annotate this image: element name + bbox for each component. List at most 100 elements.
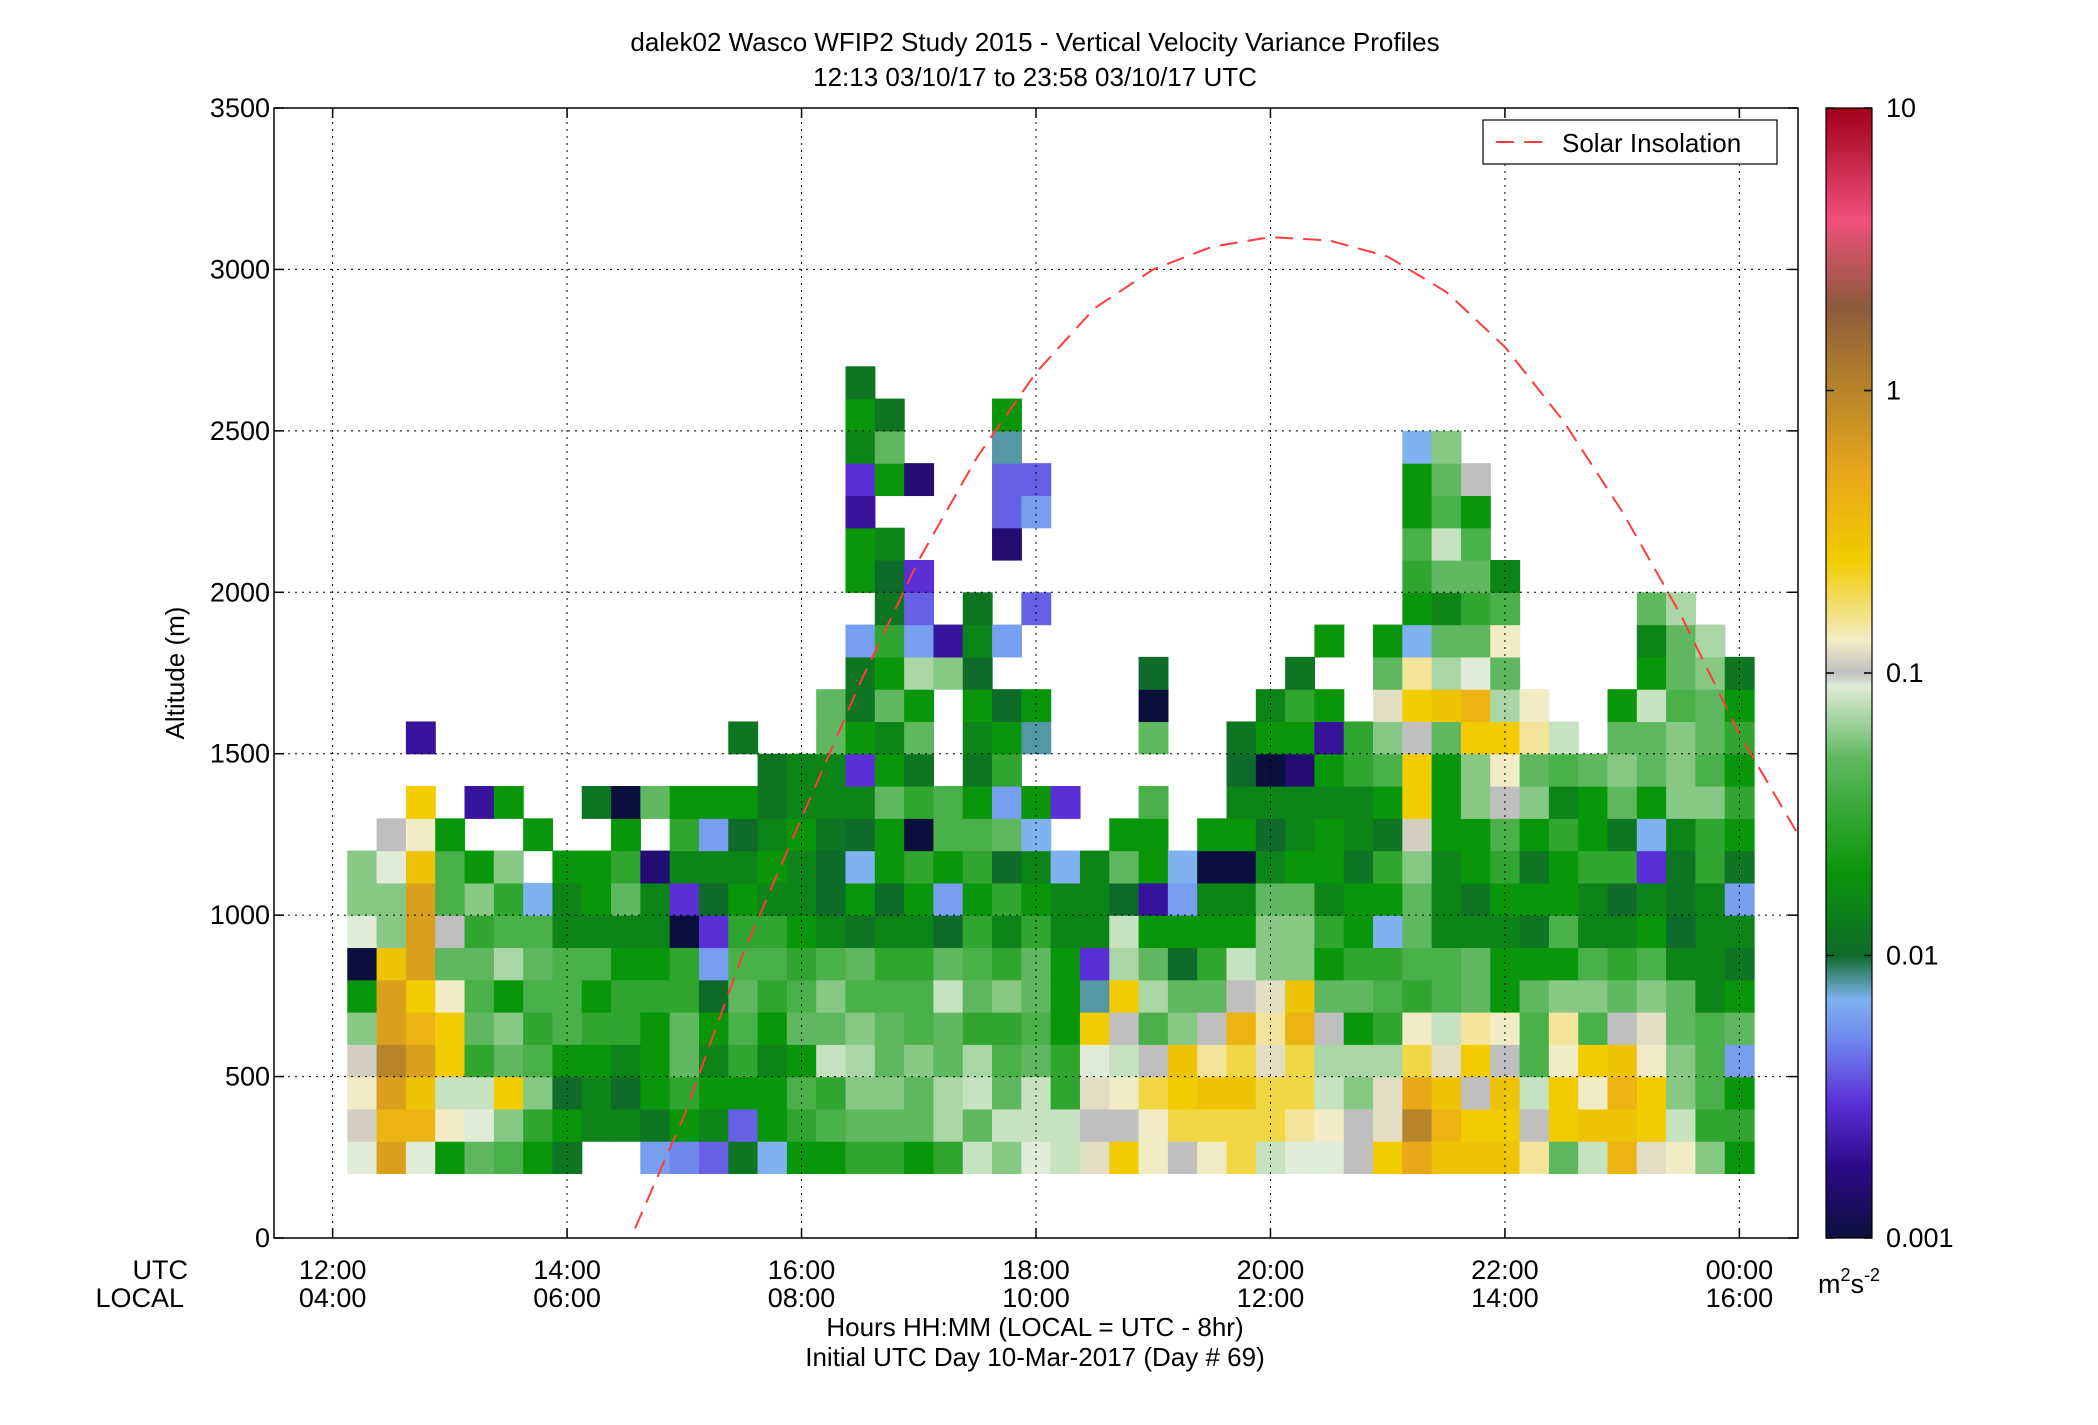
heatmap-cell	[581, 1108, 612, 1142]
heatmap-cell	[1402, 947, 1433, 981]
heatmap-cell	[904, 721, 935, 755]
heatmap-cell	[845, 366, 876, 400]
heatmap-cell	[611, 818, 641, 852]
heatmap-cell	[962, 882, 993, 916]
heatmap-cell	[640, 786, 671, 819]
heatmap-cell	[1460, 850, 1491, 884]
heatmap-cell	[1695, 979, 1726, 1013]
heatmap-cell	[1402, 430, 1433, 464]
heatmap-cell	[1636, 818, 1667, 852]
heatmap-cell	[405, 1044, 436, 1078]
heatmap-cell	[1607, 915, 1638, 949]
heatmap-cell	[611, 1108, 641, 1142]
heatmap-cell	[1343, 1141, 1374, 1175]
heatmap-cell	[347, 1076, 378, 1110]
heatmap-cell	[962, 624, 993, 658]
heatmap-cell	[1255, 1108, 1286, 1142]
heatmap-cell	[1285, 947, 1316, 981]
heatmap-cell	[1373, 979, 1403, 1013]
heatmap-cell	[1548, 1012, 1579, 1045]
heatmap-cell	[1636, 1076, 1667, 1110]
heatmap-cell	[1431, 1044, 1462, 1078]
heatmap-cell	[1431, 753, 1462, 787]
heatmap-cell	[1460, 915, 1491, 949]
heatmap-cell	[435, 850, 466, 884]
heatmap-cell	[376, 915, 407, 949]
heatmap-cell	[992, 495, 1022, 529]
heatmap-cell	[1021, 979, 1052, 1013]
heatmap-cell	[845, 527, 876, 561]
heatmap-cell	[698, 1012, 729, 1045]
heatmap-cell	[962, 1012, 993, 1045]
colorbar-tick-label: 10	[1886, 93, 1916, 123]
heatmap-cell	[904, 1141, 935, 1175]
heatmap-cell	[1519, 1108, 1550, 1142]
heatmap-cell	[1167, 947, 1198, 981]
heatmap-cell	[1167, 915, 1198, 949]
heatmap-cell	[1460, 979, 1491, 1013]
solar-insolation-curve	[634, 236, 1798, 1229]
heatmap-cell	[581, 1012, 612, 1045]
heatmap-cell	[435, 979, 466, 1013]
heatmap-cell	[1636, 850, 1667, 884]
heatmap-cell	[1460, 882, 1491, 916]
heatmap-cell	[1607, 721, 1638, 755]
heatmap-cell	[1666, 624, 1697, 658]
heatmap-cell	[523, 947, 554, 981]
heatmap-cell	[1607, 1108, 1638, 1142]
heatmap-cell	[728, 818, 759, 852]
heatmap-cell	[1578, 979, 1609, 1013]
heatmap-cell	[933, 850, 964, 884]
heatmap-cell	[523, 979, 554, 1013]
heatmap-cell	[962, 1108, 993, 1142]
colorbar-tick-label: 0.01	[1886, 941, 1939, 971]
heatmap-cell	[1138, 656, 1169, 690]
heatmap-cell	[816, 1076, 847, 1110]
heatmap-cell	[1402, 1044, 1433, 1078]
heatmap-cell	[845, 1044, 876, 1078]
heatmap-cell	[1255, 979, 1286, 1013]
heatmap-cell	[405, 1076, 436, 1110]
heatmap-cell	[1607, 818, 1638, 852]
heatmap-cell	[757, 818, 788, 852]
heatmap-cell	[992, 850, 1022, 884]
heatmap-cell	[1285, 1044, 1316, 1078]
heatmap-cell	[435, 1108, 466, 1142]
heatmap-cell	[581, 1044, 612, 1078]
heatmap-cell	[874, 1108, 905, 1142]
heatmap-cell	[1285, 979, 1316, 1013]
x-row-label-utc: UTC	[133, 1255, 189, 1285]
y-tick-label: 2000	[210, 577, 270, 607]
heatmap-cell	[405, 979, 436, 1013]
heatmap-cell	[1402, 915, 1433, 949]
heatmap-cell	[669, 850, 700, 884]
heatmap-cell	[1402, 1012, 1433, 1045]
heatmap-cell	[1636, 1141, 1667, 1175]
heatmap-cell	[611, 915, 641, 949]
heatmap-cell	[1079, 1012, 1110, 1045]
heatmap-cell	[1607, 689, 1638, 723]
heatmap-cell	[1490, 689, 1521, 723]
heatmap-cell	[347, 1012, 378, 1045]
heatmap-cell	[1695, 1108, 1726, 1142]
heatmap-cell	[464, 1141, 495, 1175]
heatmap-cell	[757, 915, 788, 949]
heatmap-cell	[1343, 979, 1374, 1013]
heatmap-cell	[1402, 1076, 1433, 1110]
heatmap-cell	[1314, 979, 1345, 1013]
colorbar: 0.001 0.01 0.1 1 10 m2s-2	[1818, 93, 1954, 1299]
heatmap-cell	[962, 689, 993, 723]
heatmap-cell	[904, 463, 935, 497]
heatmap-cell	[992, 721, 1022, 755]
heatmap-cell	[1724, 721, 1755, 755]
heatmap-cell	[1079, 1044, 1110, 1078]
heatmap-cell	[728, 850, 759, 884]
heatmap-cell	[523, 1108, 554, 1142]
heatmap-cell	[1314, 1076, 1345, 1110]
heatmap-cell	[1666, 1012, 1697, 1045]
heatmap-cell	[1578, 818, 1609, 852]
heatmap-cell	[1255, 689, 1286, 723]
heatmap-cell	[1285, 915, 1316, 949]
heatmap-cell	[1636, 1012, 1667, 1045]
heatmap-cell	[1431, 1108, 1462, 1142]
